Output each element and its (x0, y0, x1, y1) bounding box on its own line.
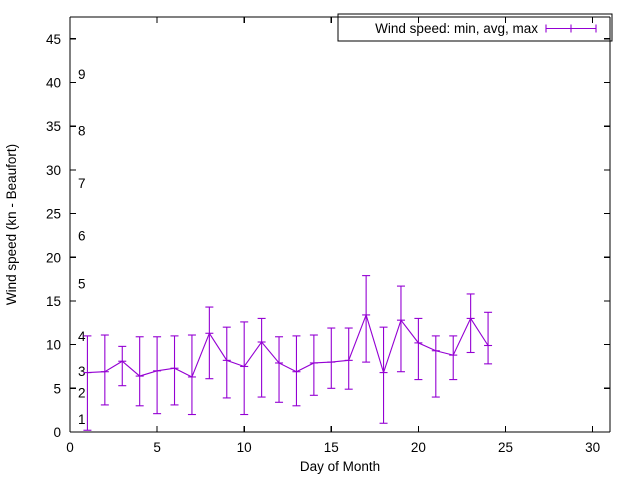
error-bar (187, 334, 196, 416)
x-tick-label: 20 (411, 440, 426, 455)
error-bar (484, 311, 493, 365)
error-bar (431, 335, 440, 398)
x-tick-label: 0 (66, 440, 74, 455)
legend-box (337, 13, 613, 42)
beaufort-label: 7 (78, 176, 86, 191)
y-axis-title: Wind speed (kn - Beaufort) (4, 144, 19, 305)
error-bar (292, 335, 301, 407)
beaufort-label: 4 (78, 329, 86, 344)
y-tick-label: 30 (46, 163, 61, 178)
beaufort-label: 6 (78, 228, 86, 243)
error-bar (449, 335, 458, 381)
beaufort-label: 2 (78, 386, 86, 401)
y-tick-label: 20 (46, 250, 61, 265)
x-axis-title: Day of Month (300, 459, 380, 474)
y-tick-label: 10 (46, 338, 61, 353)
error-bar (205, 306, 214, 380)
error-bar (466, 293, 475, 354)
error-bar (135, 336, 144, 407)
x-tick-label: 5 (153, 440, 161, 455)
y-tick-label: 35 (46, 119, 61, 134)
error-bar (362, 275, 371, 363)
legend-label: Wind speed: min, avg, max (375, 21, 538, 36)
error-bar (257, 317, 266, 398)
beaufort-label: 5 (78, 276, 86, 291)
x-tick-label: 10 (237, 440, 252, 455)
error-bar (275, 336, 284, 403)
y-tick-label: 5 (53, 381, 61, 396)
beaufort-label: 8 (78, 124, 86, 139)
error-bar (153, 336, 162, 415)
beaufort-label: 3 (78, 364, 86, 379)
y-tick-label: 40 (46, 76, 61, 91)
error-bar (222, 326, 231, 399)
error-bar (414, 317, 423, 381)
x-tick-label: 30 (585, 440, 600, 455)
error-bar (309, 334, 318, 396)
y-tick-label: 45 (46, 32, 61, 47)
y-tick-label: 15 (46, 294, 61, 309)
error-bar (240, 321, 249, 416)
error-bar (170, 335, 179, 406)
y-tick-label: 0 (53, 425, 61, 440)
x-tick-label: 25 (498, 440, 513, 455)
error-bar (327, 327, 336, 389)
error-bar (344, 327, 353, 390)
error-bar (379, 326, 388, 424)
avg-line (87, 313, 489, 378)
y-tick-label: 25 (46, 207, 61, 222)
beaufort-label: 1 (78, 412, 86, 427)
x-tick-label: 15 (324, 440, 339, 455)
beaufort-label: 9 (78, 67, 86, 82)
error-bar (118, 345, 127, 387)
